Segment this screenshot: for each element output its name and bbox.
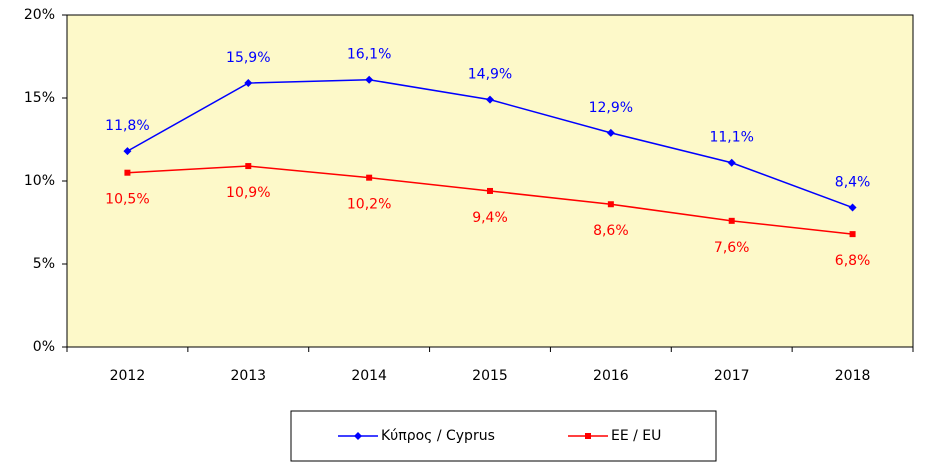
- point-marker: [245, 163, 252, 170]
- point-marker: [123, 147, 132, 156]
- x-tick-label: 2013: [230, 368, 266, 384]
- data-label: 10,5%: [105, 192, 149, 208]
- data-label: 15,9%: [226, 50, 270, 66]
- data-label: 7,6%: [714, 240, 750, 256]
- point-marker: [487, 187, 493, 194]
- legend-label: Κύπρος / Cyprus: [381, 428, 495, 444]
- data-label: 9,4%: [472, 210, 508, 226]
- data-label: 16,1%: [347, 47, 391, 63]
- point-marker: [848, 203, 857, 212]
- y-tick-label: 20%: [24, 7, 55, 23]
- legend-marker: [585, 433, 591, 439]
- point-marker: [486, 95, 494, 104]
- x-tick-label: 2017: [714, 368, 750, 384]
- x-tick-label: 2018: [835, 368, 871, 384]
- data-label: 14,9%: [468, 67, 512, 83]
- x-tick-label: 2014: [351, 368, 387, 384]
- data-label: 10,2%: [347, 197, 391, 213]
- y-tick-label: 10%: [24, 173, 55, 189]
- data-label: 10,9%: [226, 185, 270, 201]
- data-label: 6,8%: [835, 253, 871, 269]
- data-label: 11,8%: [105, 118, 149, 134]
- data-label: 12,9%: [589, 100, 633, 116]
- y-tick-label: 5%: [33, 256, 55, 272]
- point-marker: [607, 201, 614, 208]
- point-marker: [728, 217, 735, 224]
- point-marker: [727, 158, 736, 167]
- y-tick-label: 15%: [24, 90, 55, 106]
- point-marker: [366, 174, 373, 181]
- data-label: 11,1%: [709, 130, 753, 146]
- data-label: 8,4%: [835, 175, 871, 191]
- x-tick-label: 2015: [472, 368, 508, 384]
- point-marker: [244, 79, 253, 88]
- point-marker: [124, 169, 131, 176]
- legend-label: ΕΕ / EU: [611, 428, 661, 444]
- plot-area: [66, 14, 914, 348]
- legend-marker: [354, 432, 362, 440]
- point-marker: [606, 128, 615, 137]
- x-tick-label: 2012: [110, 368, 146, 384]
- point-marker: [849, 231, 856, 238]
- x-tick-label: 2016: [593, 368, 629, 384]
- point-marker: [365, 75, 374, 84]
- y-tick-label: 0%: [33, 339, 55, 355]
- data-label: 8,6%: [593, 223, 629, 239]
